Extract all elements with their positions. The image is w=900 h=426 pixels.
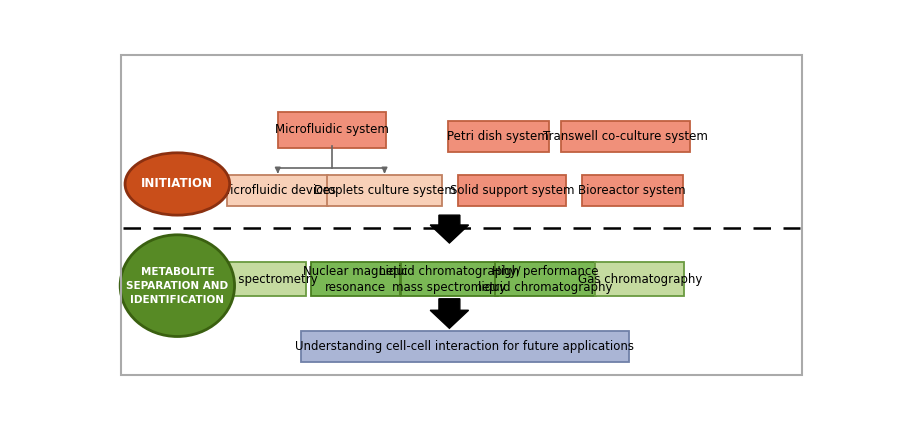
FancyBboxPatch shape xyxy=(581,175,683,206)
Text: Solid support system: Solid support system xyxy=(450,184,574,197)
FancyBboxPatch shape xyxy=(278,112,386,148)
FancyBboxPatch shape xyxy=(217,262,306,296)
FancyBboxPatch shape xyxy=(561,121,689,152)
Text: INITIATION: INITIATION xyxy=(141,178,213,190)
FancyArrow shape xyxy=(430,215,469,243)
Text: Nuclear magnetic
resonance: Nuclear magnetic resonance xyxy=(303,265,408,294)
Text: Understanding cell-cell interaction for future applications: Understanding cell-cell interaction for … xyxy=(295,340,634,353)
FancyBboxPatch shape xyxy=(495,262,596,296)
Text: Microfluidic devices: Microfluidic devices xyxy=(220,184,336,197)
Ellipse shape xyxy=(125,153,230,215)
Text: Droplets culture system: Droplets culture system xyxy=(314,184,455,197)
Text: Transwell co-culture system: Transwell co-culture system xyxy=(543,130,707,143)
Text: METABOLITE
SEPARATION AND
IDENTIFICATION: METABOLITE SEPARATION AND IDENTIFICATION xyxy=(126,267,229,305)
FancyBboxPatch shape xyxy=(227,175,328,206)
Text: High performance
liquid chromatography: High performance liquid chromatography xyxy=(479,265,613,294)
FancyBboxPatch shape xyxy=(301,331,628,362)
FancyBboxPatch shape xyxy=(458,175,566,206)
FancyBboxPatch shape xyxy=(595,262,685,296)
FancyBboxPatch shape xyxy=(327,175,442,206)
Text: Gas chromatography: Gas chromatography xyxy=(578,273,702,285)
Ellipse shape xyxy=(121,235,235,337)
Text: Microfluidic system: Microfluidic system xyxy=(275,124,389,136)
FancyArrow shape xyxy=(430,299,469,328)
FancyBboxPatch shape xyxy=(401,262,498,296)
FancyBboxPatch shape xyxy=(310,262,400,296)
FancyBboxPatch shape xyxy=(447,121,549,152)
Text: Petri dish system: Petri dish system xyxy=(447,130,549,143)
Text: Bioreactor system: Bioreactor system xyxy=(579,184,686,197)
Text: Liquid chromatography/
mass spectrometry: Liquid chromatography/ mass spectrometry xyxy=(379,265,520,294)
Text: Mass spectrometry: Mass spectrometry xyxy=(205,273,318,285)
